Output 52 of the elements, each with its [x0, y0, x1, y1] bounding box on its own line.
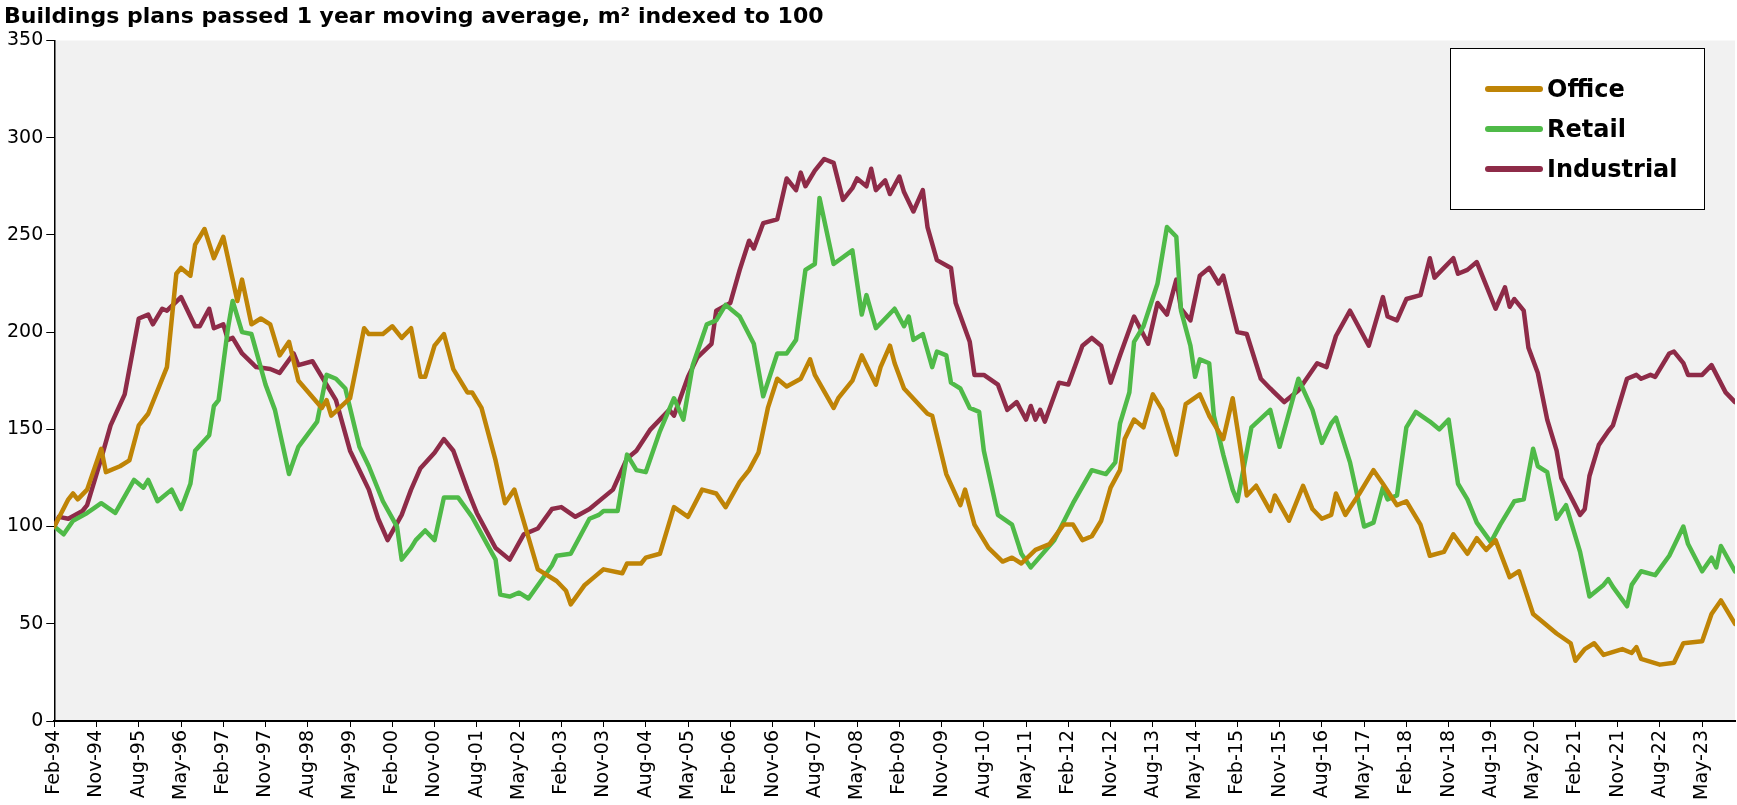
x-tick-label: Nov-97	[252, 730, 275, 798]
y-tick-label: 0	[31, 707, 44, 730]
x-tick-label: May-02	[505, 730, 528, 801]
x-tick-label: Feb-12	[1055, 730, 1078, 795]
x-tick-label: May-23	[1689, 730, 1712, 801]
x-tick-label: Aug-95	[125, 730, 148, 799]
y-tick-label: 350	[7, 27, 44, 50]
x-tick-label: Feb-09	[886, 730, 909, 795]
legend-label: Retail	[1547, 115, 1626, 144]
x-tick-label: Nov-00	[421, 730, 444, 798]
x-tick-label: Nov-06	[759, 730, 782, 798]
y-tick-label: 50	[19, 610, 44, 633]
y-tick-label: 200	[7, 319, 44, 342]
x-tick-label: Aug-22	[1646, 730, 1669, 799]
x-tick-label: May-11	[1013, 730, 1036, 801]
x-tick-label: Aug-16	[1308, 730, 1331, 799]
x-tick-label: Feb-03	[548, 730, 571, 795]
x-tick-label: Feb-18	[1393, 730, 1416, 795]
x-tick-label: Nov-21	[1604, 730, 1627, 798]
x-tick-label: Aug-04	[632, 730, 655, 799]
x-tick-label: May-14	[1182, 730, 1205, 801]
x-tick-label: May-20	[1520, 730, 1543, 801]
x-tick-label: Nov-12	[1097, 730, 1120, 798]
x-tick-label: May-99	[336, 730, 359, 801]
x-tick-label: Feb-21	[1562, 730, 1585, 795]
x-tick-label: Aug-10	[970, 730, 993, 799]
x-tick-label: Feb-15	[1224, 730, 1247, 795]
chart-title: Buildings plans passed 1 year moving average, m² indexed to 100	[4, 2, 824, 28]
x-tick-label: Aug-19	[1477, 730, 1500, 799]
x-tick-label: Feb-06	[717, 730, 740, 795]
x-tick-label: Aug-13	[1139, 730, 1162, 799]
legend-label: Office	[1547, 75, 1625, 104]
x-tick-label: May-17	[1351, 730, 1374, 801]
x-tick-label: Aug-07	[801, 730, 824, 799]
y-tick-label: 300	[7, 124, 44, 147]
x-tick-label: Nov-18	[1435, 730, 1458, 798]
x-tick-label: Aug-01	[463, 730, 486, 799]
x-tick-label: Aug-98	[294, 730, 317, 799]
y-tick-label: 150	[7, 416, 44, 439]
x-tick-label: Feb-94	[41, 730, 64, 795]
y-tick-label: 100	[7, 513, 44, 536]
x-tick-label: May-05	[675, 730, 697, 801]
x-tick-label: Nov-09	[928, 730, 951, 798]
x-tick-label: Feb-00	[379, 730, 402, 795]
x-tick-label: Feb-97	[210, 730, 233, 795]
x-tick-label: Nov-03	[590, 730, 613, 798]
y-tick-label: 250	[7, 221, 44, 244]
x-tick-label: Nov-94	[83, 730, 106, 798]
x-tick-label: May-08	[844, 730, 867, 801]
legend-label: Industrial	[1547, 155, 1678, 184]
x-tick-label: Nov-15	[1266, 730, 1289, 798]
x-tick-label: May-96	[167, 730, 190, 801]
